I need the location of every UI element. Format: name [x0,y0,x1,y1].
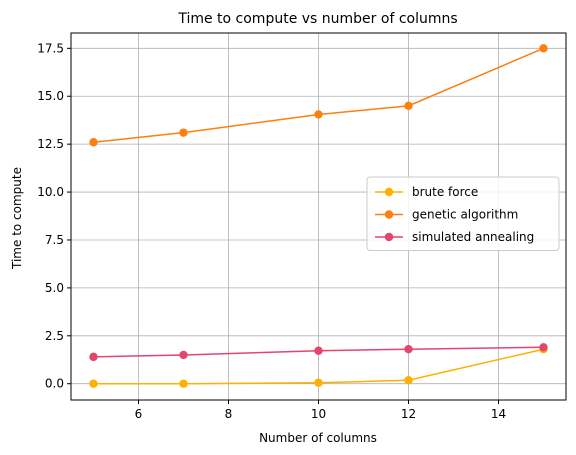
data-point [179,128,188,137]
y-tick-label: 17.5 [37,41,64,55]
x-tick-label: 6 [135,407,143,421]
legend-label: genetic algorithm [412,208,518,222]
data-point [89,138,98,147]
x-tick-label: 12 [401,407,416,421]
data-series [89,44,548,388]
y-axis-ticks: 0.0 2.5 5.0 7.5 10.0 12.5 15.0 17.5 [37,41,71,391]
data-point [404,376,413,385]
legend-label: brute force [412,185,478,199]
x-tick-label: 8 [225,407,233,421]
y-tick-label: 5.0 [45,281,64,295]
legend-item: genetic algorithm [375,208,518,222]
data-point [179,350,188,360]
legend-label: simulated annealing [412,230,534,244]
y-tick-label: 2.5 [45,329,64,343]
legend-item: simulated annealing [375,230,534,244]
legend-marker [384,232,394,242]
data-point [314,346,323,355]
x-tick-label: 14 [491,407,506,421]
data-point [314,378,323,387]
x-tick-label: 10 [311,407,326,421]
y-tick-label: 15.0 [37,89,64,103]
y-tick-label: 10.0 [37,185,64,199]
series-simulated-annealing [89,343,548,362]
y-tick-label: 0.0 [45,377,64,391]
series-genetic-algorithm [89,44,548,147]
y-tick-label: 7.5 [45,233,64,247]
data-point [539,44,548,53]
x-axis-ticks: 6 8 10 12 14 [135,400,506,421]
plot-frame [70,32,567,401]
y-tick-label: 12.5 [37,137,64,151]
data-point [314,110,323,119]
legend-marker [384,210,394,219]
data-point [179,379,188,388]
data-point [539,343,548,352]
data-point [404,101,413,111]
chart-title: Time to compute vs number of columns [177,11,457,27]
series-brute-force [89,345,548,388]
y-axis-label: Time to compute [10,167,24,270]
legend: brute force genetic algorithm simulated an… [366,176,560,251]
x-axis-label: Number of columns [259,431,377,445]
legend-item: brute force [375,185,478,199]
data-point [404,345,413,354]
legend-box [366,176,560,251]
legend-marker [384,187,394,197]
data-point [89,352,98,362]
data-point [89,379,98,388]
